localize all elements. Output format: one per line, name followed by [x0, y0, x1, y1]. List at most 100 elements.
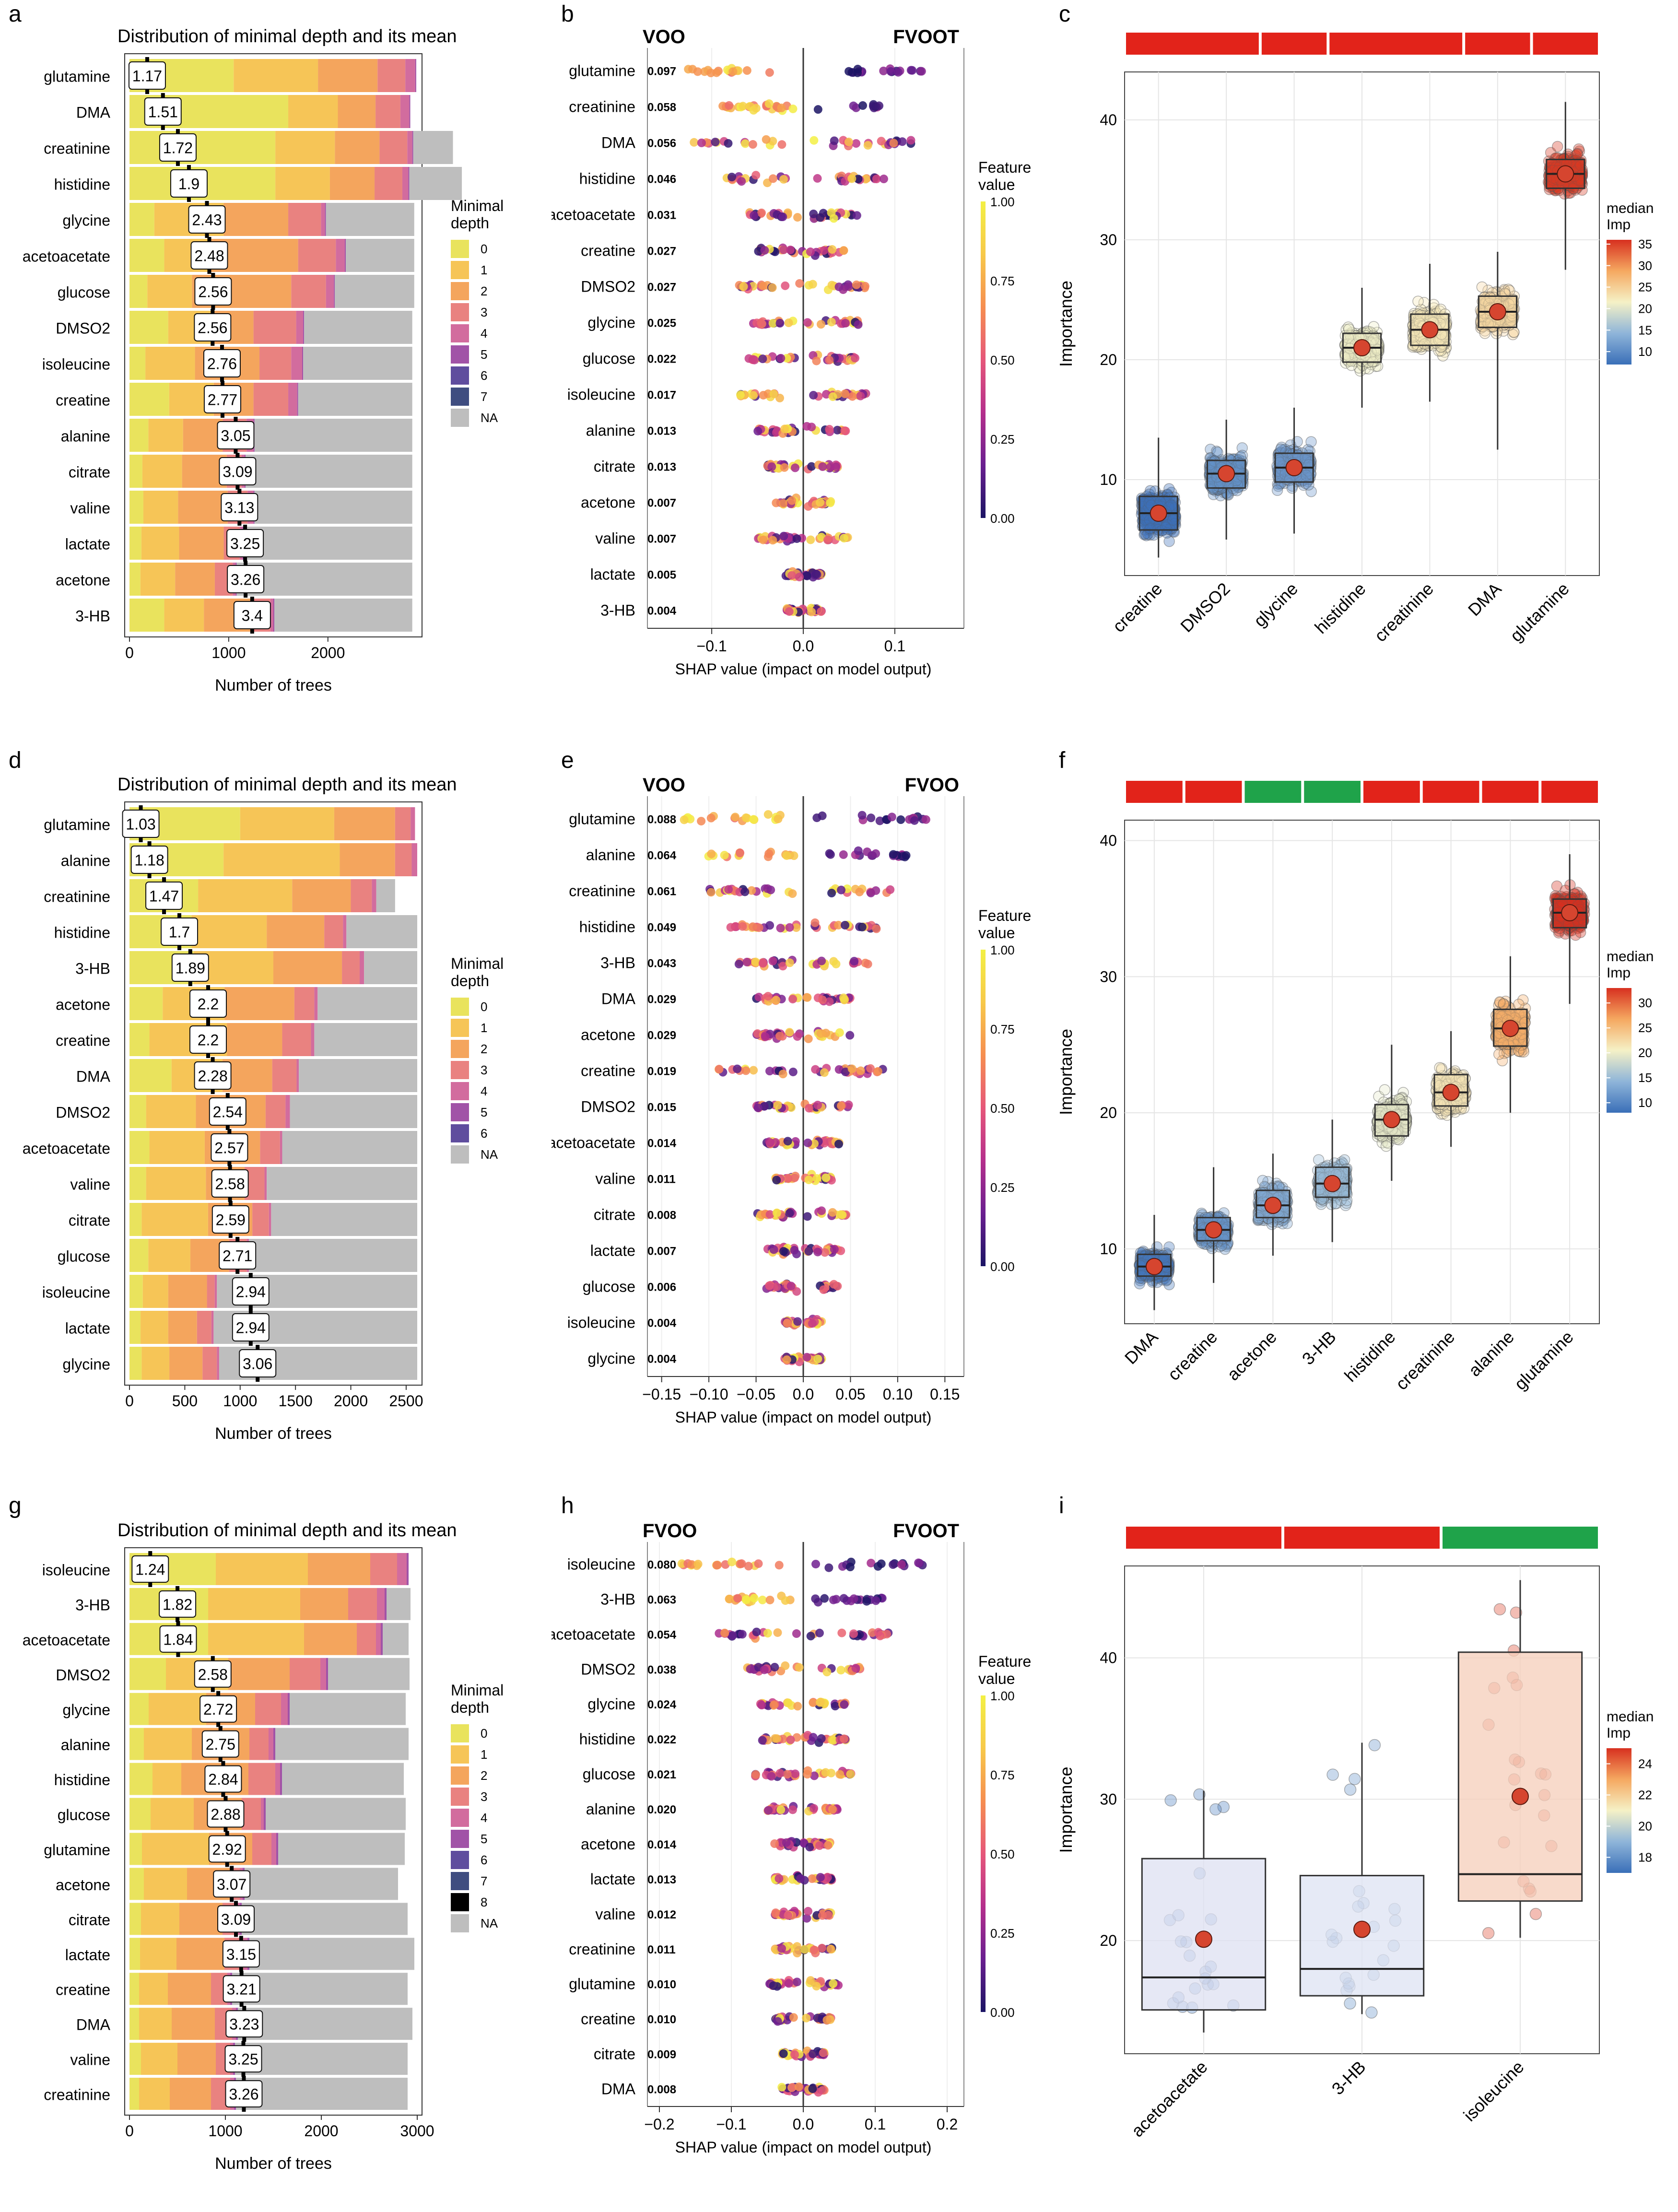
- x-tick-label: 500: [172, 1392, 198, 1410]
- importance-point: [1305, 436, 1317, 447]
- bar-segment: [202, 1347, 217, 1380]
- shap-point: [811, 1065, 820, 1074]
- bar-segment: [360, 951, 364, 984]
- shap-point: [818, 462, 827, 471]
- bar-segment: [129, 1167, 146, 1200]
- importance-point: [1552, 141, 1563, 153]
- legend-label: 6: [481, 368, 487, 383]
- mean-label: 1.51: [148, 104, 178, 121]
- shap-point: [763, 992, 773, 1001]
- bar-segment: [254, 419, 412, 452]
- shap-point: [779, 245, 788, 254]
- mean-abs-shap: 0.007: [647, 533, 676, 546]
- bar-segment: [290, 1095, 417, 1128]
- importance-point: [1331, 1198, 1342, 1209]
- shap-point: [791, 463, 800, 472]
- bar-segment: [409, 95, 411, 128]
- legend-label: 5: [481, 1105, 487, 1119]
- shap-point: [768, 319, 777, 328]
- bar-segment: [298, 383, 412, 416]
- importance-point: [1205, 444, 1216, 455]
- shap-point: [787, 496, 797, 505]
- bar-segment: [168, 1275, 207, 1308]
- shap-point: [834, 920, 843, 930]
- significance-strip: [1126, 33, 1259, 55]
- shap-point: [817, 607, 826, 616]
- shap-point: [825, 997, 834, 1006]
- bar-segment: [291, 347, 302, 380]
- legend-swatch: [451, 366, 469, 385]
- shap-point: [777, 104, 786, 113]
- legend-label: NA: [481, 411, 498, 425]
- bar-segment: [129, 1131, 150, 1164]
- colorbar-tick-label: 1.00: [990, 195, 1015, 209]
- bar-segment: [314, 987, 318, 1020]
- shap-point: [749, 815, 758, 824]
- shap-point: [742, 957, 751, 966]
- feature-label: DMA: [601, 990, 636, 1008]
- bar-segment: [291, 275, 326, 308]
- bar-segment: [234, 59, 318, 92]
- importance-point: [1428, 302, 1440, 314]
- shap-point: [765, 1281, 774, 1290]
- shap-point: [778, 962, 787, 971]
- legend-swatch: [451, 1082, 469, 1100]
- feature-label: isoleucine: [567, 1314, 635, 1331]
- category-label: isoleucine: [42, 1284, 110, 1301]
- category-label: histidine: [54, 924, 110, 941]
- mean-point: [1324, 1175, 1341, 1192]
- mean-label-box: [219, 457, 257, 485]
- x-tick-label: creatine: [1109, 579, 1166, 636]
- bar-segment: [272, 1059, 297, 1092]
- panel-label-b: b: [561, 1, 574, 27]
- shap-point: [856, 391, 865, 400]
- mean-label: 1.47: [149, 888, 179, 905]
- shap-point: [785, 923, 794, 932]
- x-axis-label: Number of trees: [215, 676, 332, 694]
- mean-abs-shap: 0.014: [647, 1137, 677, 1150]
- shap-point: [765, 68, 774, 77]
- mean-label-box: [239, 1349, 277, 1377]
- shap-point: [792, 923, 801, 932]
- shap-point: [724, 885, 733, 894]
- importance-point: [1163, 536, 1175, 547]
- shap-point: [867, 851, 876, 860]
- bar-segment: [217, 1347, 219, 1380]
- shap-point: [804, 1247, 813, 1256]
- shap-point: [825, 849, 834, 858]
- mean-abs-shap: 0.061: [647, 885, 676, 898]
- shap-point: [810, 918, 820, 927]
- importance-point: [1412, 295, 1424, 307]
- shap-point: [840, 389, 849, 399]
- shap-point: [690, 138, 699, 147]
- bar-segment: [270, 599, 273, 632]
- bar-segment: [191, 915, 267, 948]
- shap-point: [724, 139, 733, 148]
- colorbar-tick-label: 0.25: [990, 1180, 1015, 1195]
- mean-label: 2.43: [192, 212, 222, 229]
- shap-point: [733, 1064, 742, 1073]
- mean-label: 2.48: [194, 247, 224, 265]
- bar-segment: [326, 203, 414, 236]
- bar-segment: [415, 59, 416, 92]
- mean-label: 2.77: [208, 391, 237, 409]
- mean-abs-shap: 0.013: [647, 461, 676, 474]
- mean-label: 3.26: [231, 571, 260, 588]
- category-label: isoleucine: [42, 356, 110, 373]
- bar-segment: [411, 807, 415, 840]
- mean-label-box: [209, 1097, 246, 1126]
- legend-swatch: [451, 1040, 469, 1058]
- mean-label-box: [144, 97, 182, 126]
- mean-label-box: [203, 385, 241, 413]
- bar-segment: [343, 915, 347, 948]
- x-tick-label: 1500: [279, 1392, 313, 1410]
- shap-point: [860, 282, 869, 291]
- bar-segment: [288, 95, 338, 128]
- bar-segment: [175, 563, 215, 596]
- legend-title: Imp: [1607, 217, 1631, 233]
- mean-label-box: [232, 1313, 270, 1341]
- shap-point: [693, 67, 702, 76]
- bar-segment: [402, 167, 409, 200]
- importance-point: [1435, 1108, 1447, 1120]
